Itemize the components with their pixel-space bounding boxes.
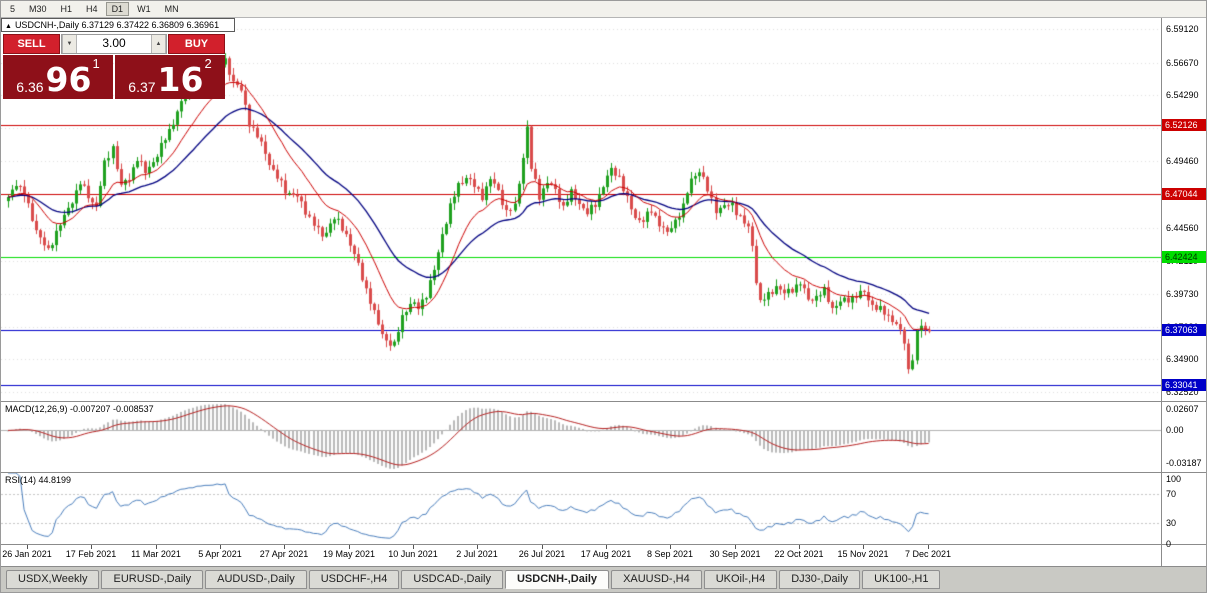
time-axis-label: 10 Jun 2021 <box>388 549 438 559</box>
sell-price-major: 6.36 <box>16 79 44 95</box>
collapse-arrow-icon[interactable]: ▲ <box>5 23 12 30</box>
chart-tab-usdcad-daily[interactable]: USDCAD-,Daily <box>401 570 503 589</box>
time-axis-label: 15 Nov 2021 <box>837 549 889 559</box>
macd-label: MACD(12,26,9) -0.007207 -0.008537 <box>5 404 154 414</box>
chart-tab-ukoil-h4[interactable]: UKOil-,H4 <box>703 570 778 589</box>
time-axis-tick <box>220 545 221 549</box>
time-axis-tick <box>91 545 92 549</box>
rsi-axis-label: 100 <box>1166 474 1182 484</box>
price-axis-label: 6.39730 <box>1166 289 1199 299</box>
time-axis-tick <box>606 545 607 549</box>
rsi-axis-label: 70 <box>1166 489 1177 499</box>
time-axis-border <box>1 544 1206 545</box>
one-click-trading-panel: SELL ▼ 3.00 ▲ BUY 6.36 96 1 6.37 16 2 <box>3 34 225 99</box>
time-axis-tick <box>349 545 350 549</box>
price-line-badge: 6.37063 <box>1162 324 1206 336</box>
time-axis-tick <box>156 545 157 549</box>
ohlc-text: USDCNH-,Daily 6.37129 6.37422 6.36809 6.… <box>14 20 220 30</box>
time-axis-label: 2 Jul 2021 <box>456 549 498 559</box>
time-axis-label: 17 Feb 2021 <box>65 549 117 559</box>
buy-button[interactable]: BUY <box>168 34 225 54</box>
volume-value[interactable]: 3.00 <box>102 36 126 50</box>
time-axis-label: 26 Jul 2021 <box>518 549 566 559</box>
time-axis-tick <box>863 545 864 549</box>
timeframe-button-5[interactable]: 5 <box>4 2 21 16</box>
price-axis-label: 6.32520 <box>1166 387 1199 397</box>
chart-tabs-bar: USDX,Weekly EURUSD-,Daily AUDUSD-,Daily USD… <box>1 566 1206 592</box>
volume-decrease-button[interactable]: ▼ <box>62 35 77 53</box>
price-axis-label: 6.54290 <box>1166 90 1199 100</box>
chart-tab-audusd-daily[interactable]: AUDUSD-,Daily <box>205 570 307 589</box>
time-axis-tick <box>413 545 414 549</box>
buy-price-pips: 16 <box>157 60 204 99</box>
volume-stepper: ▼ 3.00 ▲ <box>61 34 167 54</box>
time-axis-tick <box>799 545 800 549</box>
chart-tab-uk100-h1[interactable]: UK100-,H1 <box>862 570 941 589</box>
timeframe-toolbar: 5 M30 H1 H4 D1 W1 MN <box>1 1 1206 18</box>
time-axis-tick <box>928 545 929 549</box>
time-axis-label: 22 Oct 2021 <box>774 549 824 559</box>
timeframe-button-h4[interactable]: H4 <box>80 2 104 16</box>
macd-axis-label: 0.02607 <box>1166 404 1199 414</box>
price-axis-divider <box>1161 18 1162 566</box>
price-line-badge: 6.47044 <box>1162 188 1206 200</box>
time-axis-label: 19 May 2021 <box>322 549 376 559</box>
panel-separator[interactable] <box>1 401 1206 402</box>
volume-increase-button[interactable]: ▲ <box>151 35 166 53</box>
chart-tab-dj30-daily[interactable]: DJ30-,Daily <box>779 570 861 589</box>
time-axis-tick <box>670 545 671 549</box>
price-axis-label: 6.44560 <box>1166 223 1199 233</box>
time-axis-label: 17 Aug 2021 <box>580 549 632 559</box>
time-axis-tick <box>284 545 285 549</box>
buy-price-major: 6.37 <box>128 79 156 95</box>
chart-tab-usdchf-h4[interactable]: USDCHF-,H4 <box>308 570 400 589</box>
time-axis-label: 8 Sep 2021 <box>646 549 694 559</box>
sell-price-pips: 96 <box>45 60 92 99</box>
chart-tab-usdcnh-daily[interactable]: USDCNH-,Daily <box>504 570 610 589</box>
macd-axis-label: 0.00 <box>1166 425 1184 435</box>
buy-price-display[interactable]: 6.37 16 2 <box>115 55 225 99</box>
time-axis-label: 26 Jan 2021 <box>2 549 52 559</box>
macd-axis-label: -0.03187 <box>1166 458 1202 468</box>
price-axis-label: 6.34900 <box>1166 354 1199 364</box>
price-axis-label: 6.59120 <box>1166 24 1199 34</box>
chart-tab-usdx-weekly[interactable]: USDX,Weekly <box>6 570 100 589</box>
timeframe-button-mn[interactable]: MN <box>159 2 185 16</box>
timeframe-button-d1[interactable]: D1 <box>105 2 130 16</box>
sell-price-display[interactable]: 6.36 96 1 <box>3 55 113 99</box>
timeframe-button-h1[interactable]: H1 <box>55 2 79 16</box>
time-axis-label: 11 Mar 2021 <box>131 549 181 559</box>
sell-price-point: 1 <box>92 56 100 71</box>
rsi-indicator-canvas[interactable] <box>1 473 1161 544</box>
chart-tab-eurusd-daily[interactable]: EURUSD-,Daily <box>101 570 204 589</box>
time-axis-label: 30 Sep 2021 <box>709 549 761 559</box>
timeframe-button-w1[interactable]: W1 <box>131 2 157 16</box>
buy-price-point: 2 <box>204 56 212 71</box>
time-axis-tick <box>542 545 543 549</box>
price-line-badge: 6.42424 <box>1162 251 1206 263</box>
time-axis-label: 27 Apr 2021 <box>259 549 309 559</box>
rsi-axis-label: 30 <box>1166 518 1177 528</box>
time-axis-label: 7 Dec 2021 <box>904 549 952 559</box>
time-axis-label: 5 Apr 2021 <box>198 549 242 559</box>
panel-separator[interactable] <box>1 472 1206 473</box>
chart-tab-xauusd-h4[interactable]: XAUUSD-,H4 <box>611 570 702 589</box>
chart-ohlc-header: ▲ USDCNH-,Daily 6.37129 6.37422 6.36809 6… <box>1 18 235 32</box>
time-axis-tick <box>27 545 28 549</box>
price-axis-label: 6.49460 <box>1166 156 1199 166</box>
price-axis-label: 6.56670 <box>1166 58 1199 68</box>
timeframe-button-m30[interactable]: M30 <box>23 2 53 16</box>
sell-button[interactable]: SELL <box>3 34 60 54</box>
rsi-axis-label: 0 <box>1166 539 1172 549</box>
time-axis-tick <box>735 545 736 549</box>
price-line-badge: 6.33041 <box>1162 379 1206 391</box>
macd-indicator-canvas[interactable] <box>1 402 1161 472</box>
rsi-label: RSI(14) 44.8199 <box>5 475 72 485</box>
price-line-badge: 6.52126 <box>1162 119 1206 131</box>
time-axis-tick <box>477 545 478 549</box>
